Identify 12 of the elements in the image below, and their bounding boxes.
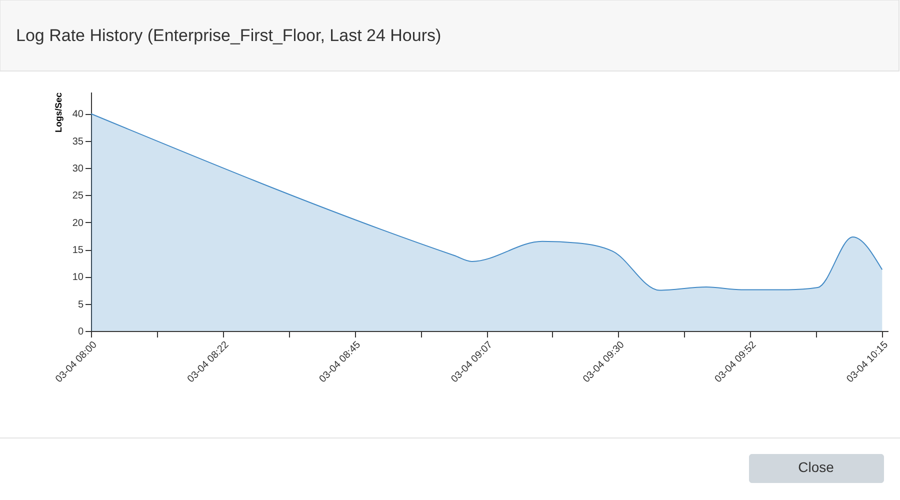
y-tick-label: 0 — [78, 326, 84, 338]
y-tick-label: 5 — [78, 299, 84, 310]
y-tick-label: 25 — [72, 190, 84, 202]
y-tick-label: 35 — [72, 136, 84, 148]
y-tick-label: 20 — [72, 218, 84, 229]
chart-title: Log Rate History (Enterprise_First_Floor, Last 24 Hours) — [16, 26, 442, 45]
y-tick-label: 40 — [72, 109, 84, 120]
y-tick-label: 15 — [72, 245, 84, 256]
text: Close — [798, 459, 834, 475]
y-tick-label: 10 — [72, 272, 84, 284]
y-axis-title: Logs/Sec — [54, 92, 64, 133]
y-tick-label: 30 — [72, 164, 84, 175]
